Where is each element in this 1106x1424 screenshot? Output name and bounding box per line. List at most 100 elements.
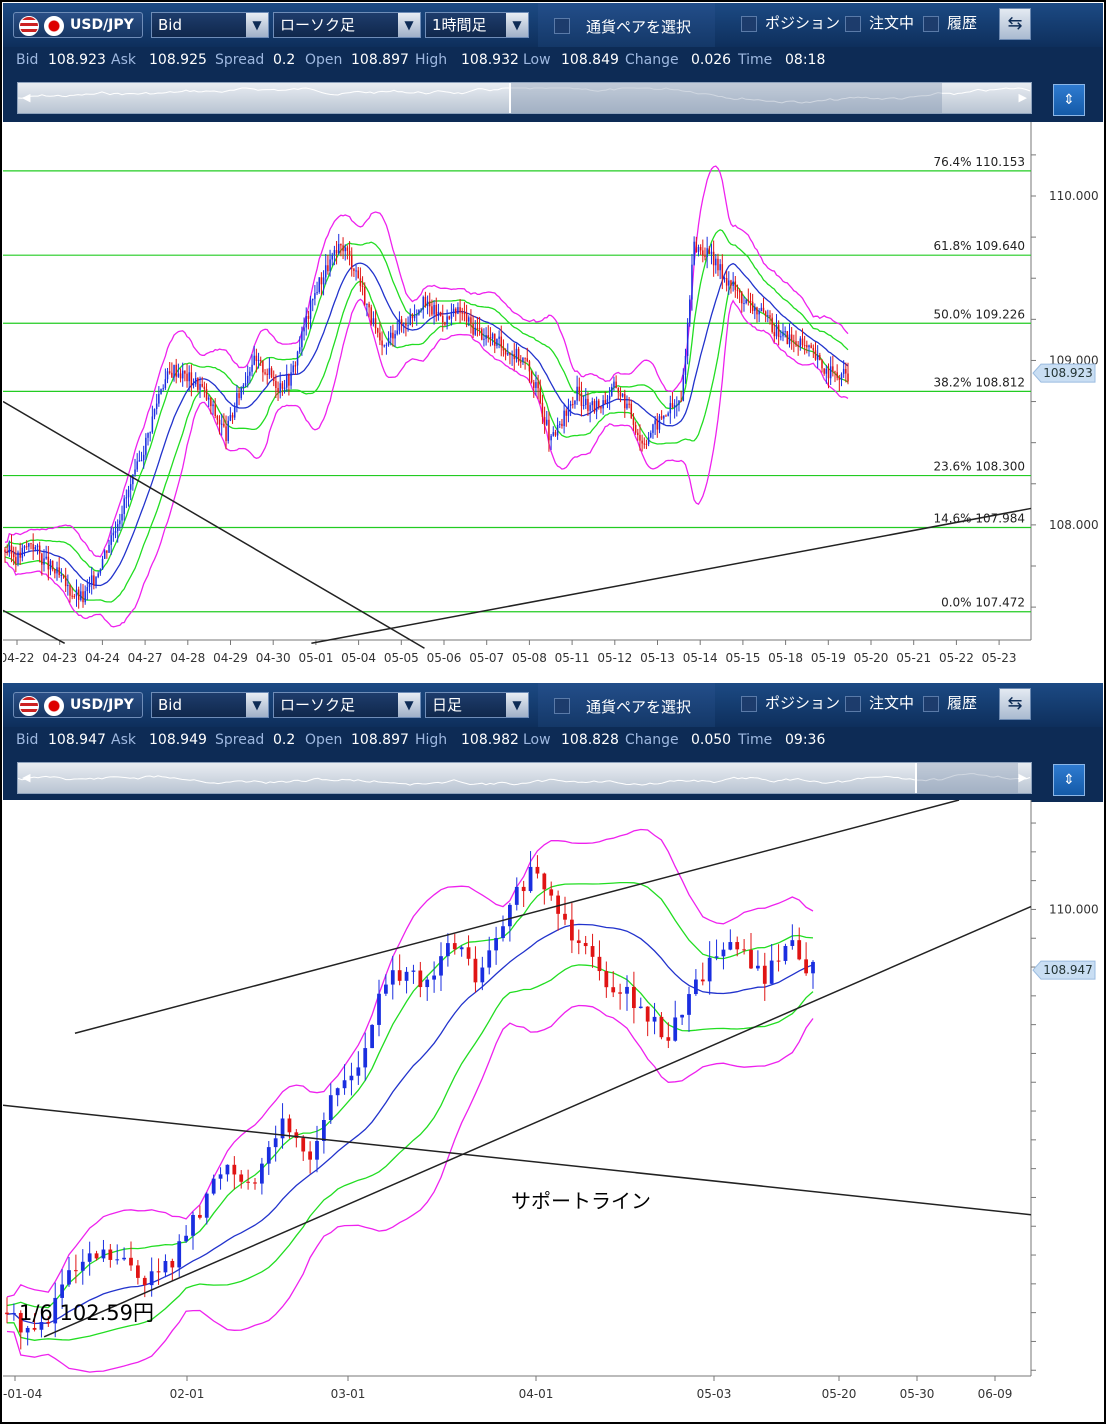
toolbar: USD/JPY Bid ▼ ローソク足 ▼ 1時間足 ▼ 通貨ペアを選択 ポジション … (3, 3, 1103, 47)
pair-select-checkbox[interactable] (554, 698, 570, 714)
orders-checkbox[interactable] (845, 696, 861, 712)
nav-right-arrow-icon[interactable]: ▶ (1018, 771, 1027, 784)
candle (836, 372, 838, 378)
candle (123, 498, 125, 514)
candle (322, 277, 325, 285)
chart-style-value: ローソク足 (280, 696, 356, 714)
positions-checkbox[interactable] (741, 16, 757, 32)
candle (363, 286, 366, 305)
nav-left-arrow-icon[interactable]: ◀ (22, 771, 31, 784)
candle (847, 373, 849, 382)
jp-flag-icon (44, 696, 64, 716)
currency-pair-button[interactable]: USD/JPY (13, 12, 143, 38)
candle (509, 353, 511, 356)
chart-style-select[interactable]: ローソク足 ▼ (273, 12, 421, 38)
navigator-track[interactable]: ◀ ▶ (17, 82, 1032, 114)
history-checkbox[interactable] (923, 16, 939, 32)
candle (132, 474, 134, 485)
candle (328, 1095, 333, 1121)
nav-right-arrow-icon[interactable]: ▶ (1018, 91, 1027, 104)
currency-pair-button[interactable]: USD/JPY (13, 692, 143, 718)
pair-select-checkbox[interactable] (554, 18, 570, 34)
timeframe-select[interactable]: 1時間足 ▼ (425, 12, 529, 38)
candle (192, 384, 195, 386)
settings-icon[interactable]: ⇆ (999, 688, 1031, 720)
spread-value: 0.2 (273, 732, 296, 748)
candle (82, 591, 84, 603)
current-price-tag (1032, 363, 1096, 383)
candle (611, 387, 613, 396)
candle (285, 373, 288, 388)
candle (762, 307, 765, 312)
candle (387, 337, 390, 345)
navigator-track[interactable]: ◀ ▶ (17, 762, 1032, 794)
candle (777, 325, 780, 338)
candle (385, 344, 388, 346)
navigator-sparkline (18, 773, 1031, 786)
candle (305, 315, 307, 328)
candle (236, 393, 238, 408)
us-flag-icon (19, 696, 39, 716)
candle (101, 1249, 106, 1259)
pair-select-toggle[interactable]: 通貨ペアを選択 (538, 683, 715, 727)
x-tick-label: 05-07 (469, 651, 504, 665)
candle (260, 1163, 264, 1184)
candle (639, 435, 641, 441)
candle (704, 255, 706, 258)
candle (264, 372, 266, 374)
bollinger-upper-2sd (4, 165, 849, 558)
candle (329, 259, 331, 272)
auto-scale-button[interactable]: ⇕ (1053, 764, 1085, 796)
positions-checkbox[interactable] (741, 696, 757, 712)
nav-left-arrow-icon[interactable]: ◀ (22, 91, 31, 104)
candle (355, 270, 357, 272)
candle (738, 290, 741, 293)
chart-panel-daily: USD/JPY Bid ▼ ローソク足 ▼ 日足 ▼ 通貨ペアを選択 ポジション 注文… (3, 683, 1103, 1418)
navigator-window[interactable] (509, 83, 942, 113)
timeframe-select[interactable]: 日足 ▼ (425, 692, 529, 718)
candle (8, 545, 11, 553)
candle (80, 1261, 85, 1271)
candle (283, 387, 286, 389)
history-checkbox[interactable] (923, 696, 939, 712)
candle (496, 338, 498, 346)
navigator-window[interactable] (914, 763, 1018, 793)
fib-label: 50.0% 109.226 (933, 307, 1025, 321)
candle (415, 314, 418, 316)
candle (741, 292, 743, 304)
settings-icon[interactable]: ⇆ (999, 8, 1031, 40)
candle (621, 393, 624, 397)
candle (77, 589, 80, 600)
candle (145, 437, 147, 455)
candle (298, 347, 301, 352)
candle (112, 532, 115, 536)
positions-label: ポジション (765, 14, 841, 32)
trendline (74, 800, 960, 1035)
candle (483, 338, 485, 340)
candle (686, 323, 689, 356)
candle (589, 405, 591, 411)
price-type-select[interactable]: Bid ▼ (151, 12, 269, 38)
toolbar: USD/JPY Bid ▼ ローソク足 ▼ 日足 ▼ 通貨ペアを選択 ポジション 注文… (3, 683, 1103, 727)
price-type-select[interactable]: Bid ▼ (151, 692, 269, 718)
candle (694, 979, 698, 995)
candle (88, 583, 91, 588)
candle (502, 347, 505, 351)
candle (251, 364, 253, 372)
auto-scale-button[interactable]: ⇕ (1053, 84, 1085, 116)
candle (95, 577, 97, 586)
open-value: 108.897 (351, 52, 409, 68)
candle (474, 327, 477, 335)
candle (227, 420, 229, 441)
x-tick-label: 05-06 (427, 651, 462, 665)
chart-style-select[interactable]: ローソク足 ▼ (273, 692, 421, 718)
candle (615, 381, 617, 389)
candle (442, 316, 444, 323)
candle (832, 366, 834, 372)
pair-select-toggle[interactable]: 通貨ペアを選択 (538, 3, 715, 47)
candle (647, 437, 650, 444)
candle (214, 404, 216, 417)
orders-checkbox[interactable] (845, 16, 861, 32)
daily-chart[interactable]: 110.000 21-01-04 02-01 03-01 04-01 05-03 05-20… (3, 800, 1103, 1418)
